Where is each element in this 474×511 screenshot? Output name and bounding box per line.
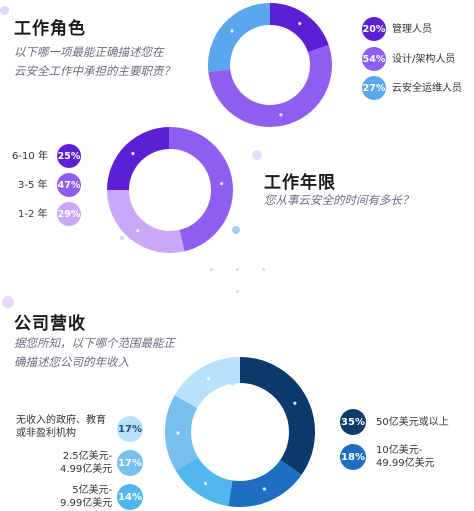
decor-dot <box>232 226 240 234</box>
section-subtitle-revenue: 据您所知，以下哪个范围最能正 确描述您公司的年收入 <box>14 334 175 372</box>
badge-rev-1b: 18% <box>340 444 366 470</box>
decor-dot <box>252 150 262 160</box>
label-role-architect: 设计/架构人员 <box>392 54 456 65</box>
label-line: 5亿美元- <box>72 485 113 496</box>
donut-chart-work-years <box>107 127 233 253</box>
label-rev-1b: 10亿美元- 49.99亿美元 <box>376 444 435 470</box>
label-rev-250m: 2.5亿美元- 4.99亿美元 <box>60 450 112 476</box>
badge-years-3-5: 47% <box>57 173 81 197</box>
label-years-6-10: 6-10 年 <box>12 151 48 162</box>
badge-rev-250m: 17% <box>117 450 143 476</box>
label-line: 或非盈利机构 <box>16 428 76 439</box>
slice-marker-dot <box>136 229 140 233</box>
label-line: 49.99亿美元 <box>376 458 435 469</box>
label-years-1-2: 1-2 年 <box>18 209 48 220</box>
section-title-revenue: 公司营收 <box>14 314 86 334</box>
label-line: 2.5亿美元- <box>62 451 113 462</box>
donut-chart-job-role <box>208 3 332 127</box>
label-line: 4.99亿美元 <box>60 464 113 475</box>
label-line: 9.99亿美元 <box>60 498 113 509</box>
slice-rev-500m <box>175 456 233 507</box>
slice-marker-dot <box>262 487 266 491</box>
slice-rev-1b <box>228 459 302 507</box>
badge-role-management: 20% <box>362 17 386 41</box>
label-rev-5b-plus: 50亿美元或以上 <box>376 417 449 428</box>
subtitle-line: 确描述您公司的年收入 <box>14 355 129 369</box>
badge-role-operations: 27% <box>362 76 386 100</box>
subtitle-line: 云安全工作中承担的主要职责？ <box>14 64 175 78</box>
slice-marker-dot <box>131 151 135 156</box>
label-rev-nonprofit: 无收入的政府、教育 或非盈利机构 <box>16 414 106 440</box>
slice-years-1-2 <box>107 189 185 253</box>
subtitle-line: 据您所知，以下哪个范围最能正 <box>14 336 175 350</box>
section-title-job-role: 工作角色 <box>14 19 86 39</box>
donut-chart-revenue <box>165 357 315 507</box>
label-rev-500m: 5亿美元- 9.99亿美元 <box>60 484 112 510</box>
slice-marker-dot <box>298 21 302 26</box>
badge-rev-500m: 14% <box>117 484 143 510</box>
slice-years-6-10 <box>107 127 170 191</box>
section-subtitle-job-role: 以下哪一项最能正确描述您在 云安全工作中承担的主要职责？ <box>14 43 175 81</box>
slice-marker-dot <box>279 113 283 117</box>
decor-dot <box>236 290 239 293</box>
subtitle-line: 以下哪一项最能正确描述您在 <box>14 45 164 59</box>
slice-marker-dot <box>219 181 224 186</box>
label-years-3-5: 3-5 年 <box>18 180 48 191</box>
decor-dot <box>0 6 9 15</box>
section-title-work-years: 工作年限 <box>264 173 336 193</box>
slice-marker-dot <box>203 481 208 486</box>
section-subtitle-work-years: 您从事云安全的时间有多长？ <box>264 193 414 207</box>
label-role-operations: 云安全运维人员 <box>392 83 462 94</box>
slice-role-architect <box>208 45 332 127</box>
label-role-management: 管理人员 <box>392 24 432 35</box>
badge-role-architect: 54% <box>362 47 386 71</box>
slice-role-management <box>269 3 329 53</box>
slice-marker-dot <box>176 431 180 435</box>
badge-years-6-10: 25% <box>57 144 81 168</box>
slice-marker-dot <box>293 401 297 405</box>
badge-rev-5b-plus: 35% <box>340 409 366 435</box>
badge-rev-nonprofit: 17% <box>117 416 143 442</box>
slice-marker-dot <box>230 29 234 33</box>
decor-dot <box>262 268 265 271</box>
badge-years-1-2: 29% <box>57 202 81 226</box>
decor-dot <box>2 296 14 308</box>
slice-years-3-5 <box>168 127 233 252</box>
slice-marker-dot <box>207 376 211 381</box>
slice-role-operations <box>208 3 271 72</box>
decor-dot <box>210 268 213 271</box>
label-line: 无收入的政府、教育 <box>16 415 106 426</box>
slice-rev-nonprofit <box>174 357 241 409</box>
decor-dot <box>120 236 124 240</box>
slice-rev-5b-plus <box>239 357 315 475</box>
label-line: 10亿美元- <box>376 445 423 456</box>
decor-dot <box>236 268 239 271</box>
